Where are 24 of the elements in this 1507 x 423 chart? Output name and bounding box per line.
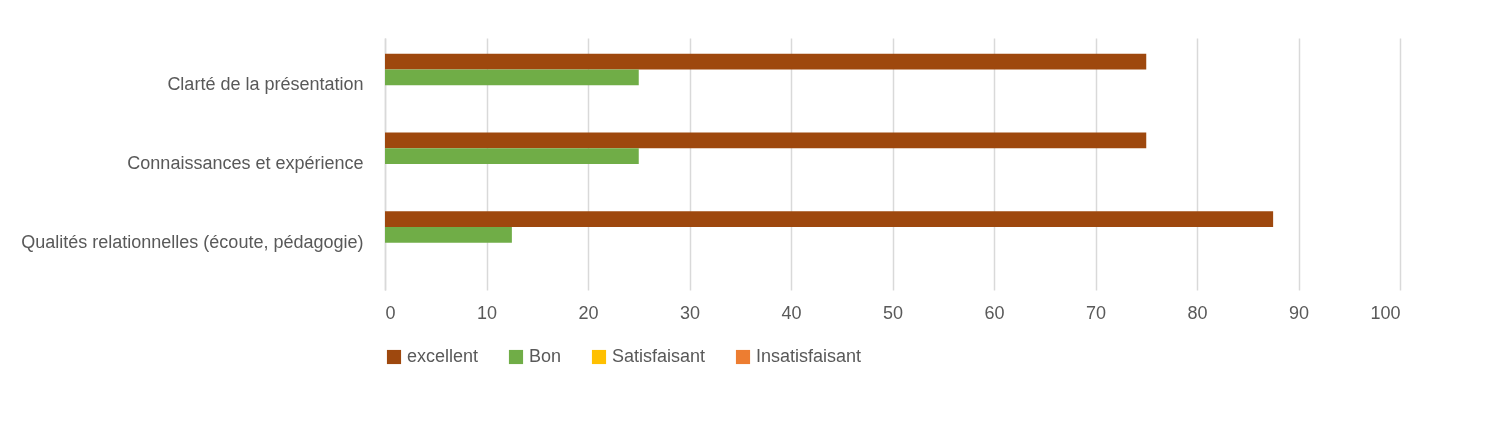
bar bbox=[385, 148, 639, 164]
x-tick-label: 50 bbox=[882, 302, 904, 323]
legend-label: excellent bbox=[407, 346, 479, 366]
x-tick-label: 20 bbox=[578, 302, 599, 323]
x-tick-label: 40 bbox=[781, 302, 802, 323]
bar bbox=[385, 53, 1147, 70]
x-tick-label: 90 bbox=[1288, 302, 1310, 323]
x-tick-label: 80 bbox=[1187, 302, 1208, 323]
legend-label: Satisfaisant bbox=[612, 346, 706, 366]
y-tick-label: Clarté de la présentation bbox=[167, 74, 364, 95]
x-tick-label: 30 bbox=[679, 302, 701, 323]
x-tick-label: 70 bbox=[1085, 302, 1107, 323]
x-tick-label: 0 bbox=[385, 302, 396, 323]
y-tick-label: Qualités relationnelles (écoute, pédagogie) bbox=[21, 231, 364, 252]
x-tick-label: 60 bbox=[984, 302, 1005, 323]
x-tick-label: 100 bbox=[1370, 302, 1401, 323]
bar bbox=[385, 132, 1147, 149]
legend-label: Insatisfaisant bbox=[756, 346, 862, 366]
y-tick-label: Connaissances et expérience bbox=[127, 153, 364, 173]
x-tick-label: 10 bbox=[476, 302, 498, 323]
bar bbox=[385, 227, 512, 243]
legend-label: Bon bbox=[529, 346, 562, 366]
bar bbox=[385, 69, 639, 86]
bar bbox=[385, 211, 1274, 227]
